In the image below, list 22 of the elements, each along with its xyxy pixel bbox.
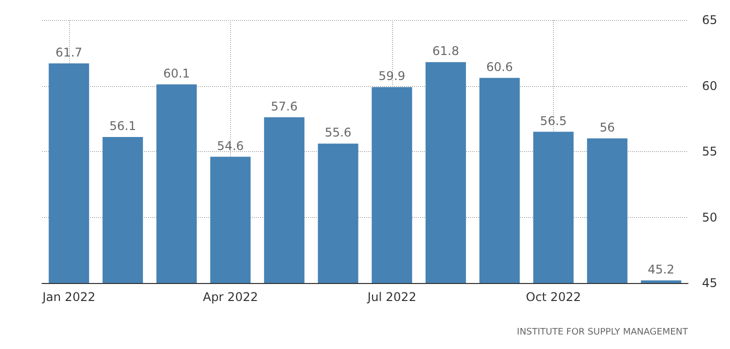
data-label: 61.8 (432, 44, 460, 58)
x-tick-label: Apr 2022 (202, 290, 258, 304)
y-tick-label: 45 (702, 276, 718, 290)
x-tick-label: Jan 2022 (41, 290, 96, 304)
data-label: 60.6 (486, 60, 513, 74)
text: INSTITUTE FOR SUPPLY MANAGEMENT (516, 328, 688, 338)
data-label: 56.1 (109, 119, 136, 134)
y-tick-label: 60 (702, 78, 718, 93)
data-label: 57.6 (270, 99, 298, 114)
data-label: 59.9 (378, 69, 406, 84)
x-tick-label: Jul 2022 (366, 290, 416, 304)
data-label: 60.1 (163, 66, 190, 80)
y-tick-label: 55 (702, 144, 718, 158)
data-label: 54.6 (217, 138, 244, 153)
x-tick-label: Oct 2022 (526, 290, 581, 304)
data-label: 61.7 (56, 45, 82, 60)
data-label: 45.2 (648, 262, 674, 276)
data-label: 55.6 (324, 126, 352, 140)
data-label: 56 (600, 120, 615, 134)
y-tick-label: 65 (702, 13, 718, 27)
y-tick-label: 50 (702, 210, 718, 224)
data-label: 56.5 (540, 114, 567, 128)
